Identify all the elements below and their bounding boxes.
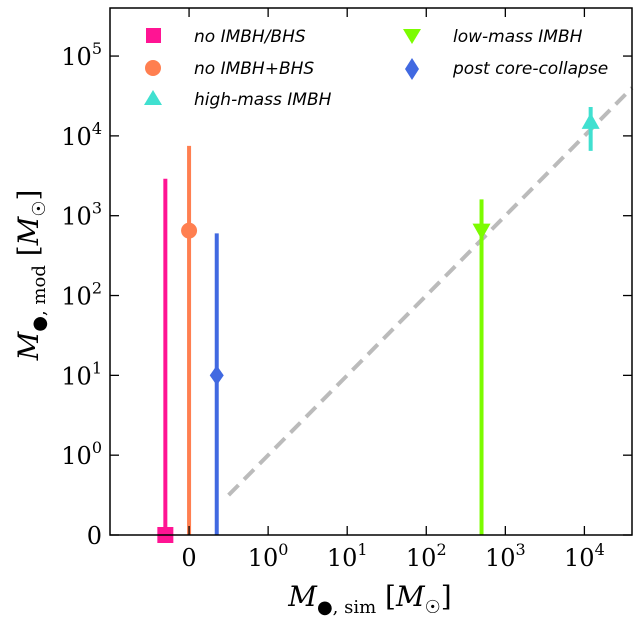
x-axis-label: M●, sim [M☉] (287, 580, 451, 618)
data-point-low-mass-imbh-0 (472, 223, 491, 240)
legend: no IMBH/BHS no IMBH+BHS high-mass IMBH l… (144, 27, 608, 110)
data-point-high-mass-imbh-0 (581, 112, 600, 129)
y-axis-label: M●, mod [M☉] (12, 190, 50, 362)
plot-frame (109, 7, 633, 536)
svg-text:post core-collapse: post core-collapse (452, 59, 608, 79)
legend-entry-high-mass-imbh: high-mass IMBH (144, 90, 332, 110)
y-tick-label-6: 105 (61, 39, 102, 71)
legend-entry-no-imbh-bhs: no IMBH/BHS (146, 27, 306, 47)
y-tick-label-5: 104 (61, 119, 102, 151)
x-tick-label-0: 0 (181, 544, 196, 572)
y-tick-label-2: 101 (61, 358, 102, 390)
x-tick-label-2: 101 (327, 540, 368, 572)
svg-text:low-mass IMBH: low-mass IMBH (453, 27, 583, 47)
y-tick-label-3: 102 (61, 279, 102, 311)
svg-text:no IMBH+BHS: no IMBH+BHS (194, 59, 314, 79)
legend-entry-post-core-collapse: post core-collapse (405, 58, 608, 80)
y-tick-label-0: 0 (87, 522, 102, 550)
legend-entry-low-mass-imbh: low-mass IMBH (403, 27, 583, 47)
x-tick-label-5: 104 (564, 540, 605, 572)
svg-text:no IMBH/BHS: no IMBH/BHS (194, 27, 306, 47)
y-tick-label-1: 100 (61, 438, 102, 470)
data-point-post-core-collapse-0 (209, 365, 224, 386)
y-tick-label-4: 103 (61, 199, 102, 231)
data-point-no-imbh-bhs-0 (181, 222, 198, 239)
x-tick-label-4: 103 (485, 540, 526, 572)
svg-text:high-mass IMBH: high-mass IMBH (194, 90, 332, 110)
x-tick-label-3: 102 (406, 540, 447, 572)
x-tick-label-1: 100 (248, 540, 289, 572)
legend-entry-no-imbh-plus-bhs: no IMBH+BHS (145, 59, 314, 79)
reference-line-y-equals-x (227, 86, 634, 497)
